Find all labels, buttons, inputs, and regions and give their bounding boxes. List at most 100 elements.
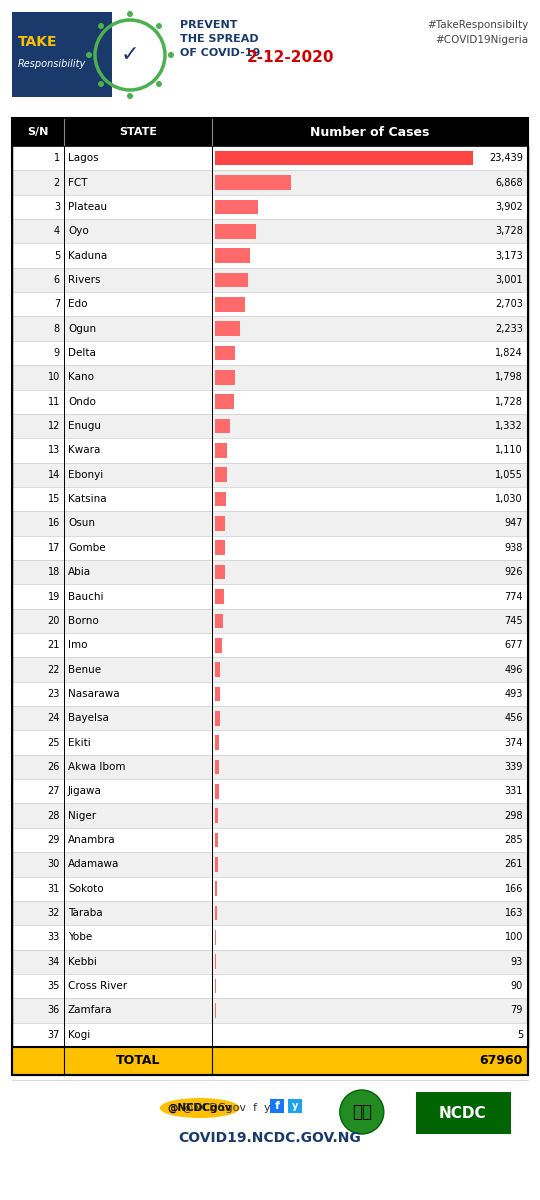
Text: Imo: Imo: [68, 641, 87, 650]
Bar: [215, 419, 230, 433]
Text: Akwa Ibom: Akwa Ibom: [68, 762, 125, 772]
Bar: [12, 438, 528, 462]
Text: 3,728: 3,728: [495, 227, 523, 236]
Text: 374: 374: [504, 738, 523, 748]
Text: 12: 12: [48, 421, 60, 431]
Text: 947: 947: [504, 518, 523, 528]
Bar: [12, 901, 528, 925]
Text: Kaduna: Kaduna: [68, 251, 107, 260]
Text: 3,001: 3,001: [495, 275, 523, 284]
Text: Benue: Benue: [68, 665, 101, 674]
Text: Rivers: Rivers: [68, 275, 100, 284]
Text: Yobe: Yobe: [68, 932, 92, 942]
Bar: [215, 492, 226, 506]
Text: 1,824: 1,824: [495, 348, 523, 358]
Bar: [12, 682, 528, 706]
Ellipse shape: [160, 1098, 240, 1118]
Text: 5: 5: [54, 251, 60, 260]
Text: Delta: Delta: [68, 348, 96, 358]
Text: 🇳🇬: 🇳🇬: [352, 1103, 372, 1121]
Text: 10: 10: [48, 372, 60, 383]
Bar: [215, 930, 216, 944]
Bar: [215, 882, 217, 896]
Circle shape: [98, 23, 104, 29]
Text: S/N: S/N: [28, 127, 49, 137]
Bar: [215, 151, 473, 166]
Bar: [215, 516, 225, 530]
Text: Anambra: Anambra: [68, 835, 116, 845]
Text: Kogi: Kogi: [68, 1030, 90, 1040]
Bar: [270, 1099, 284, 1114]
Bar: [215, 954, 216, 970]
Bar: [12, 194, 528, 220]
Bar: [215, 395, 234, 409]
Text: TAKE: TAKE: [18, 35, 57, 49]
Text: 37: 37: [48, 1030, 60, 1040]
Text: 7: 7: [54, 299, 60, 310]
Bar: [12, 462, 528, 487]
Bar: [12, 511, 528, 535]
Text: 3: 3: [54, 202, 60, 212]
Text: 28: 28: [48, 811, 60, 821]
Text: NCDC: NCDC: [439, 1105, 487, 1121]
Text: 8: 8: [54, 324, 60, 334]
Text: Bayelsa: Bayelsa: [68, 713, 109, 724]
Text: 25: 25: [48, 738, 60, 748]
Text: Kwara: Kwara: [68, 445, 100, 455]
Bar: [215, 979, 216, 994]
Bar: [12, 146, 528, 170]
Bar: [215, 686, 220, 701]
Text: 1,798: 1,798: [495, 372, 523, 383]
Text: 30: 30: [48, 859, 60, 869]
Text: 3,173: 3,173: [495, 251, 523, 260]
Bar: [12, 658, 528, 682]
Bar: [12, 876, 528, 901]
Circle shape: [168, 52, 174, 58]
Circle shape: [156, 80, 162, 86]
Text: COVID19.NCDC.GOV.NG: COVID19.NCDC.GOV.NG: [179, 1130, 361, 1145]
Bar: [12, 608, 528, 634]
Text: Ondo: Ondo: [68, 397, 96, 407]
Text: Cross River: Cross River: [68, 982, 127, 991]
Text: FCT: FCT: [68, 178, 87, 187]
Bar: [215, 613, 223, 628]
Bar: [12, 998, 528, 1022]
Bar: [215, 784, 219, 799]
Bar: [12, 731, 528, 755]
Bar: [215, 833, 218, 847]
Bar: [215, 443, 227, 457]
Bar: [12, 341, 528, 365]
Text: Kano: Kano: [68, 372, 94, 383]
Text: Plateau: Plateau: [68, 202, 107, 212]
Text: 3,902: 3,902: [495, 202, 523, 212]
Bar: [215, 248, 250, 263]
Bar: [12, 12, 112, 97]
Bar: [215, 662, 220, 677]
Bar: [12, 804, 528, 828]
Text: 166: 166: [504, 883, 523, 894]
Text: 17: 17: [48, 542, 60, 553]
Text: 2: 2: [54, 178, 60, 187]
Text: 2,703: 2,703: [495, 299, 523, 310]
Bar: [12, 949, 528, 974]
Text: Taraba: Taraba: [68, 908, 103, 918]
Bar: [215, 710, 220, 726]
Text: 1,030: 1,030: [495, 494, 523, 504]
Text: 18: 18: [48, 568, 60, 577]
Text: 34: 34: [48, 956, 60, 967]
Text: Ekiti: Ekiti: [68, 738, 91, 748]
Text: 1,332: 1,332: [495, 421, 523, 431]
Bar: [12, 535, 528, 560]
Text: 298: 298: [504, 811, 523, 821]
Text: 22: 22: [48, 665, 60, 674]
Bar: [215, 199, 258, 214]
Text: Borno: Borno: [68, 616, 99, 626]
Circle shape: [127, 92, 133, 98]
Bar: [215, 346, 235, 360]
Text: Edo: Edo: [68, 299, 87, 310]
Bar: [215, 370, 235, 385]
Text: Jigawa: Jigawa: [68, 786, 102, 797]
Text: 6,868: 6,868: [495, 178, 523, 187]
Text: Responsibility: Responsibility: [18, 59, 86, 68]
Bar: [12, 755, 528, 779]
